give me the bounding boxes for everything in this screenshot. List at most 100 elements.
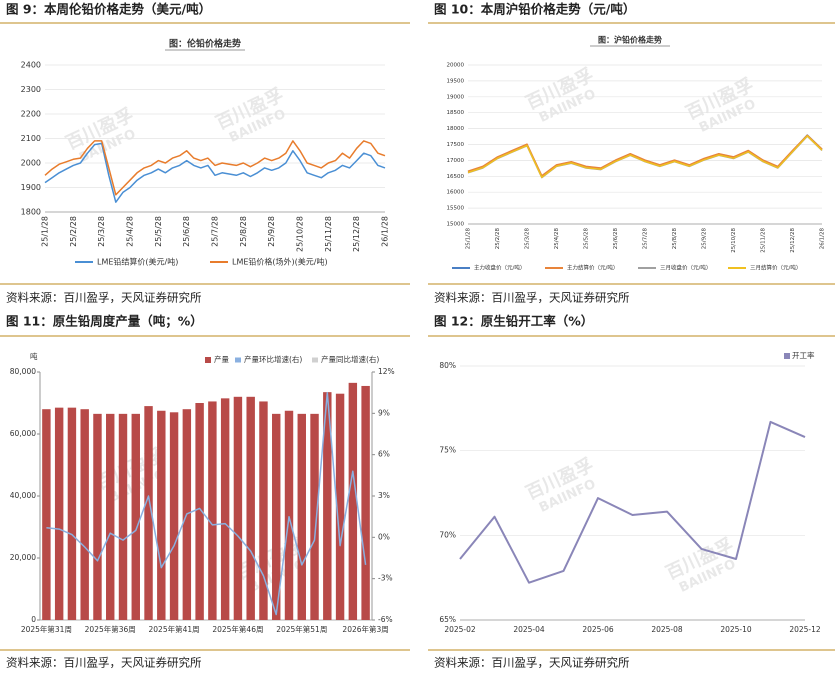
y-tick-label: 15500 <box>447 206 465 212</box>
bar <box>67 407 77 620</box>
x-tick-label: 25/1/28 <box>41 216 50 247</box>
y-tick-label: 18500 <box>447 110 465 116</box>
bar <box>361 385 370 620</box>
x-tick-label: 25/8/28 <box>672 228 678 250</box>
y-tick-label: 16500 <box>447 174 465 180</box>
bar <box>220 398 230 620</box>
chart-title: 图：沪铅价格走势 <box>598 35 662 45</box>
x-tick-label: 2025年第36周 <box>85 624 136 634</box>
heading: 图 12：原生铅开工率（%） <box>434 314 593 329</box>
legend-label: 产量 <box>214 354 229 364</box>
line <box>467 134 823 177</box>
bar <box>106 413 115 620</box>
legend-swatch <box>784 353 790 359</box>
bar <box>144 406 153 620</box>
y-tick-label: 1800 <box>21 208 41 217</box>
y-tick-label: 17500 <box>447 142 465 148</box>
y-tick-label: 17000 <box>447 158 465 164</box>
x-tick-label: 25/7/28 <box>643 228 649 250</box>
y-tick-label: 60,000 <box>10 429 36 438</box>
bar <box>195 403 204 620</box>
line <box>44 140 386 196</box>
source: 资料来源：百川盈孚，天风证券研究所 <box>434 656 630 670</box>
legend-label: 产量环比增速(右) <box>244 354 302 364</box>
line <box>459 420 806 584</box>
y2-tick-label: -6% <box>378 615 393 624</box>
x-tick-label: 25/7/28 <box>211 216 220 247</box>
source: 资料来源：百川盈孚，天风证券研究所 <box>434 291 630 305</box>
y-tick-label: 2000 <box>21 159 41 168</box>
x-tick-label: 25/12/28 <box>790 228 796 253</box>
x-tick-label: 25/11/28 <box>761 228 767 253</box>
y-unit: 吨 <box>30 351 38 361</box>
x-tick-label: 25/11/28 <box>324 216 333 252</box>
y-tick-label: 2400 <box>21 61 41 70</box>
y-tick-label: 2200 <box>21 110 41 119</box>
y-tick-label: 70% <box>439 530 456 539</box>
x-tick-label: 2025年第46周 <box>212 624 263 634</box>
x-tick-label: 2025-02 <box>444 625 476 634</box>
y-tick-label: 80% <box>439 361 456 370</box>
x-tick-label: 25/6/28 <box>613 228 619 250</box>
x-tick-label: 25/3/28 <box>525 228 531 250</box>
chart-title: 图：伦铅价格走势 <box>169 38 241 50</box>
legend-label: 开工率 <box>792 350 815 360</box>
x-tick-label: 25/2/28 <box>495 228 501 250</box>
y2-tick-label: -3% <box>378 574 393 583</box>
y2-tick-label: 9% <box>378 408 390 417</box>
x-tick-label: 26/1/28 <box>820 228 826 250</box>
source: 资料来源：百川盈孚，天风证券研究所 <box>6 291 202 305</box>
bar <box>54 407 64 620</box>
y-tick-label: 19000 <box>447 94 465 100</box>
x-tick-label: 2025年第31周 <box>21 624 72 634</box>
y2-tick-label: 6% <box>378 450 390 459</box>
legend-label: LME铅价格(场外)(美元/吨) <box>232 257 328 267</box>
bar <box>208 401 217 620</box>
bar <box>246 396 255 620</box>
bar <box>272 413 281 620</box>
y2-tick-label: 0% <box>378 532 390 541</box>
x-tick-label: 25/4/28 <box>554 228 560 250</box>
bar <box>297 413 306 620</box>
bar <box>259 401 268 620</box>
x-tick-label: 25/9/28 <box>267 216 276 247</box>
heading: 图 11：原生铅周度产量（吨；%） <box>6 314 203 329</box>
x-tick-label: 25/2/28 <box>69 216 78 247</box>
legend-label: 主力结算价（元/吨） <box>567 264 618 272</box>
bar <box>169 412 179 620</box>
y2-tick-label: 3% <box>378 491 390 500</box>
bar <box>80 409 89 620</box>
legend-label: LME铅结算价(美元/吨) <box>97 257 178 267</box>
y-tick-label: 1900 <box>21 183 41 192</box>
x-tick-label: 2025年第51周 <box>276 624 327 634</box>
legend-swatch <box>205 357 211 363</box>
bar <box>118 413 128 620</box>
bar <box>157 410 166 620</box>
x-tick-label: 25/5/28 <box>154 216 163 247</box>
bar <box>310 413 319 620</box>
y2-tick-label: 12% <box>378 367 395 376</box>
y-tick-label: 75% <box>439 446 456 455</box>
y-tick-label: 0 <box>31 615 36 624</box>
y-tick-label: 15000 <box>447 222 465 228</box>
bar <box>131 413 140 620</box>
x-tick-label: 26/1/28 <box>381 216 390 247</box>
heading: 图 10：本周沪铅价格走势（元/吨） <box>434 2 635 17</box>
legend-label: 三月结算价（元/吨） <box>750 264 801 272</box>
x-tick-label: 25/12/28 <box>352 216 361 252</box>
x-tick-label: 25/5/28 <box>584 228 590 250</box>
y-tick-label: 40,000 <box>10 491 36 500</box>
bar <box>335 393 345 620</box>
x-tick-label: 2025-06 <box>582 625 614 634</box>
line <box>467 135 823 179</box>
y-tick-label: 19500 <box>447 78 465 84</box>
x-tick-label: 25/10/28 <box>296 216 305 252</box>
x-tick-label: 2025-12 <box>789 625 821 634</box>
x-tick-label: 25/10/28 <box>731 228 737 253</box>
legend-label: 三月收盘价（元/吨） <box>660 264 711 272</box>
legend-label: 主力收盘价（元/吨） <box>474 264 525 272</box>
x-tick-label: 2025-04 <box>513 625 545 634</box>
line <box>467 135 823 179</box>
x-tick-label: 25/3/28 <box>97 216 106 247</box>
